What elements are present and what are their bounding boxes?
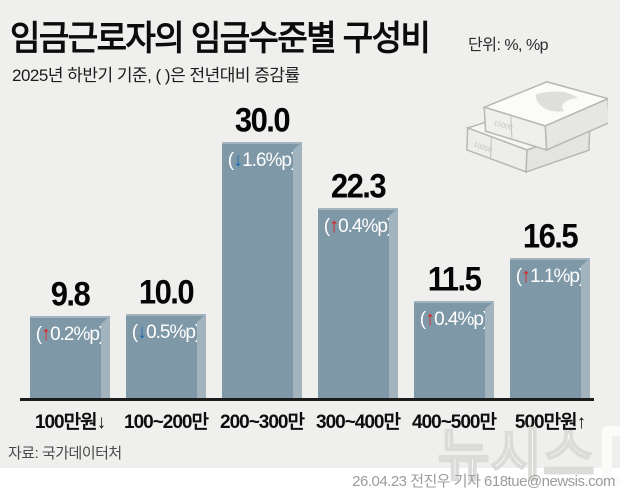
bar-change-label: (↑0.4%p) (323, 215, 394, 237)
bar: (↓0.5%p) (126, 314, 206, 400)
newsis-watermark-text: 뉴시스 (437, 424, 596, 487)
credit-label: 26.04.23 전진우 기자 618tue@newsis.com (352, 473, 615, 490)
bar-change-label: (↑0.4%p) (419, 308, 490, 330)
bar-category-label: 300~400만 (316, 412, 401, 433)
bar-category-label: 500만원↑ (514, 412, 586, 433)
money-stack-icon: 10000 10000 (465, 81, 608, 174)
source-label: 자료: 국가데이터처 (8, 445, 122, 462)
bar-change-label: (↓0.5%p) (131, 321, 202, 343)
page-title: 임금근로자의 임금수준별 구성비 (10, 18, 431, 58)
x-axis-line (20, 398, 594, 401)
bar-group: 22.3 (↑0.4%p) 300~400만 (316, 0, 401, 433)
bar-group: 30.0 (↓1.6%p) 200~300만 (220, 0, 305, 433)
bar-change-label: (↑1.1%p) (515, 265, 586, 287)
newsis-logo-mark (601, 426, 620, 486)
bar: (↑0.4%p) (318, 208, 398, 400)
bar: (↓1.6%p) (222, 142, 302, 400)
bar-value-label: 9.8 (50, 274, 91, 314)
bar-value-label: 10.0 (138, 272, 195, 312)
bar-category-label: 100만원↓ (34, 412, 106, 433)
change-arrow-icon: ↓ (233, 149, 243, 171)
bar-group: 11.5 (↑0.4%p) 400~500만 (412, 0, 497, 433)
bar-value-label: 30.0 (234, 100, 291, 140)
bar: (↑0.2%p) (30, 316, 110, 400)
footer-strip (0, 468, 620, 501)
change-arrow-icon: ↑ (425, 308, 435, 330)
bar: (↑1.1%p) (510, 258, 590, 400)
bar-group: 16.5 (↑1.1%p) 500만원↑ (510, 0, 590, 433)
subtitle: 2025년 하반기 기준, ( )은 전년대비 증감률 (12, 66, 300, 85)
bar-value-label: 11.5 (427, 259, 482, 299)
change-arrow-icon: ↑ (521, 265, 531, 287)
newsis-watermark: 뉴시스 (437, 424, 620, 487)
change-arrow-icon: ↑ (41, 323, 51, 345)
bar-value-label: 22.3 (330, 166, 387, 206)
bar-change-label: (↑0.2%p) (35, 323, 106, 345)
bar-category-label: 100~200만 (124, 412, 209, 433)
bar-value-label: 16.5 (522, 216, 579, 256)
bar-change-label: (↓1.6%p) (227, 149, 298, 171)
change-arrow-icon: ↓ (137, 321, 147, 343)
bar-group: 9.8 (↑0.2%p) 100만원↓ (30, 0, 110, 433)
bar-category-label: 200~300만 (220, 412, 305, 433)
bar: (↑0.4%p) (414, 301, 494, 400)
unit-label: 단위: %, %p (468, 37, 549, 54)
bar-category-label: 400~500만 (412, 412, 497, 433)
bar-group: 10.0 (↓0.5%p) 100~200만 (124, 0, 209, 433)
change-arrow-icon: ↑ (329, 215, 339, 237)
